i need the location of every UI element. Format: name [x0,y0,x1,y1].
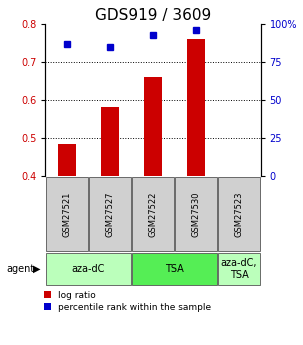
Bar [175,177,217,251]
Bar [46,177,88,251]
Text: aza-dC: aza-dC [72,264,105,274]
Bar [132,253,217,285]
Text: TSA: TSA [165,264,184,274]
Text: GSM27523: GSM27523 [235,191,244,237]
Legend: log ratio, percentile rank within the sample: log ratio, percentile rank within the sa… [44,291,211,312]
Text: ▶: ▶ [33,264,41,274]
Bar [102,107,118,176]
Text: GSM27530: GSM27530 [191,191,201,237]
Bar [218,177,260,251]
Text: GSM27521: GSM27521 [62,191,72,237]
Bar [89,177,131,251]
Bar [58,145,75,176]
Bar [46,253,131,285]
Bar [145,77,161,176]
Bar [218,253,260,285]
Text: GSM27527: GSM27527 [105,191,115,237]
Title: GDS919 / 3609: GDS919 / 3609 [95,8,211,23]
Bar [132,177,174,251]
Bar [188,39,205,176]
Text: agent: agent [6,264,34,274]
Text: GSM27522: GSM27522 [148,191,158,237]
Text: aza-dC,
TSA: aza-dC, TSA [221,258,257,280]
